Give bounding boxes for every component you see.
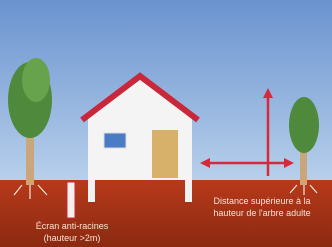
- distance-label: Distance supérieure à la: [213, 196, 310, 206]
- root-barrier-label: (hauteur >2m): [44, 233, 101, 243]
- root-barrier: [67, 182, 75, 218]
- illustration: Écran anti-racines (hauteur >2m) Distanc…: [0, 0, 332, 247]
- root-barrier-label: Écran anti-racines: [36, 221, 109, 231]
- distance-label: hauteur de l'arbre adulte: [213, 208, 310, 218]
